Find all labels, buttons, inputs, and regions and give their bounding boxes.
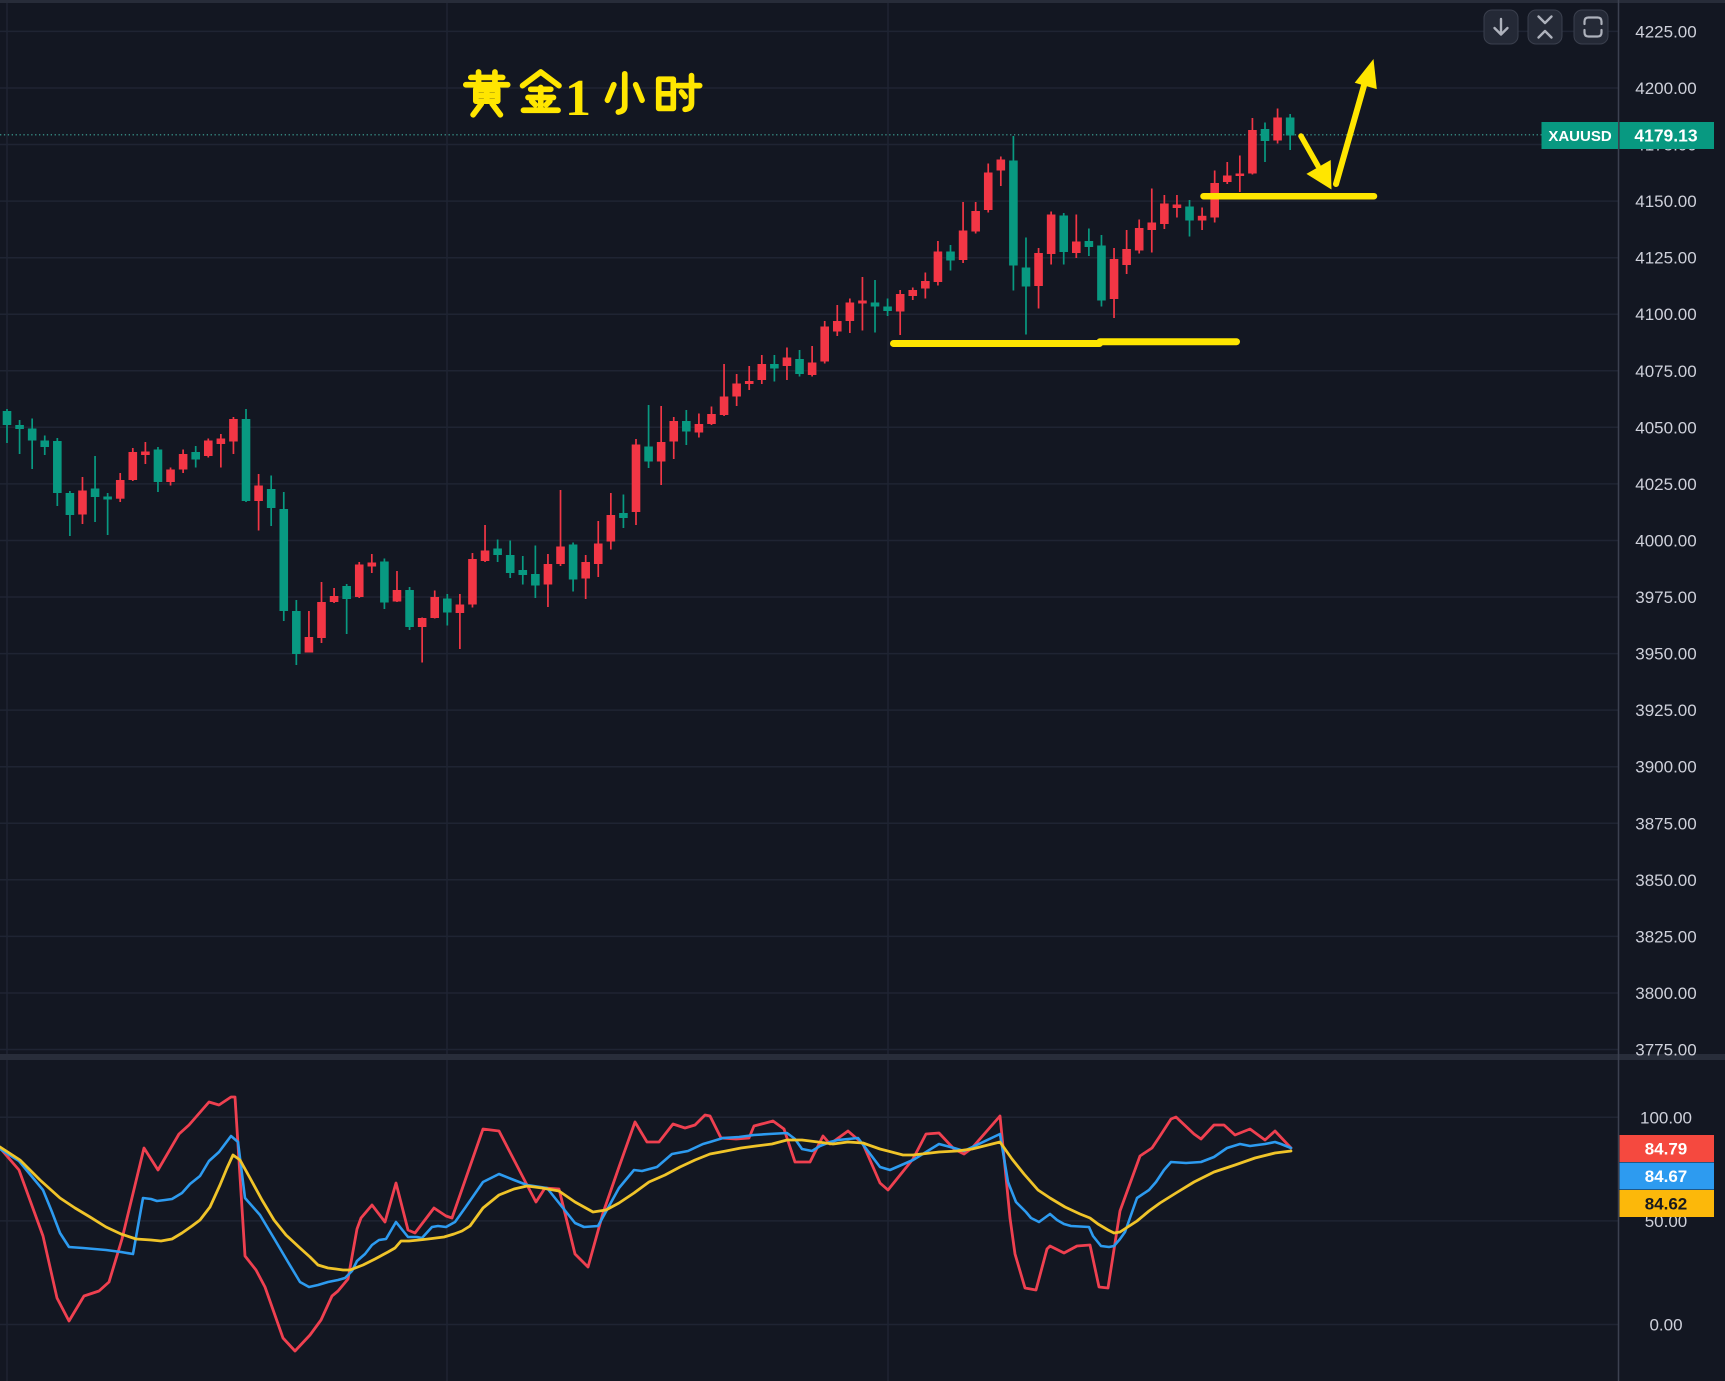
svg-text:3800.00: 3800.00 [1635, 984, 1696, 1003]
svg-text:3925.00: 3925.00 [1635, 701, 1696, 720]
svg-text:3950.00: 3950.00 [1635, 645, 1696, 664]
svg-text:4200.00: 4200.00 [1635, 79, 1696, 98]
svg-text:4000.00: 4000.00 [1635, 532, 1696, 551]
svg-text:4025.00: 4025.00 [1635, 475, 1696, 494]
svg-text:4075.00: 4075.00 [1635, 362, 1696, 381]
svg-text:3975.00: 3975.00 [1635, 588, 1696, 607]
svg-text:84.62: 84.62 [1645, 1195, 1688, 1214]
svg-text:1: 1 [565, 70, 591, 127]
svg-text:4125.00: 4125.00 [1635, 249, 1696, 268]
svg-text:3900.00: 3900.00 [1635, 758, 1696, 777]
svg-text:100.00: 100.00 [1640, 1108, 1692, 1127]
svg-text:0.00: 0.00 [1649, 1316, 1682, 1335]
svg-text:XAUUSD: XAUUSD [1548, 128, 1612, 145]
svg-text:3775.00: 3775.00 [1635, 1041, 1696, 1060]
svg-text:4150.00: 4150.00 [1635, 192, 1696, 211]
svg-text:84.79: 84.79 [1645, 1140, 1688, 1159]
svg-text:84.67: 84.67 [1645, 1167, 1688, 1186]
svg-text:4225.00: 4225.00 [1635, 22, 1696, 41]
svg-text:4050.00: 4050.00 [1635, 418, 1696, 437]
svg-text:3875.00: 3875.00 [1635, 814, 1696, 833]
svg-text:4179.13: 4179.13 [1634, 126, 1698, 146]
svg-text:3850.00: 3850.00 [1635, 871, 1696, 890]
svg-text:3825.00: 3825.00 [1635, 927, 1696, 946]
svg-text:4100.00: 4100.00 [1635, 305, 1696, 324]
